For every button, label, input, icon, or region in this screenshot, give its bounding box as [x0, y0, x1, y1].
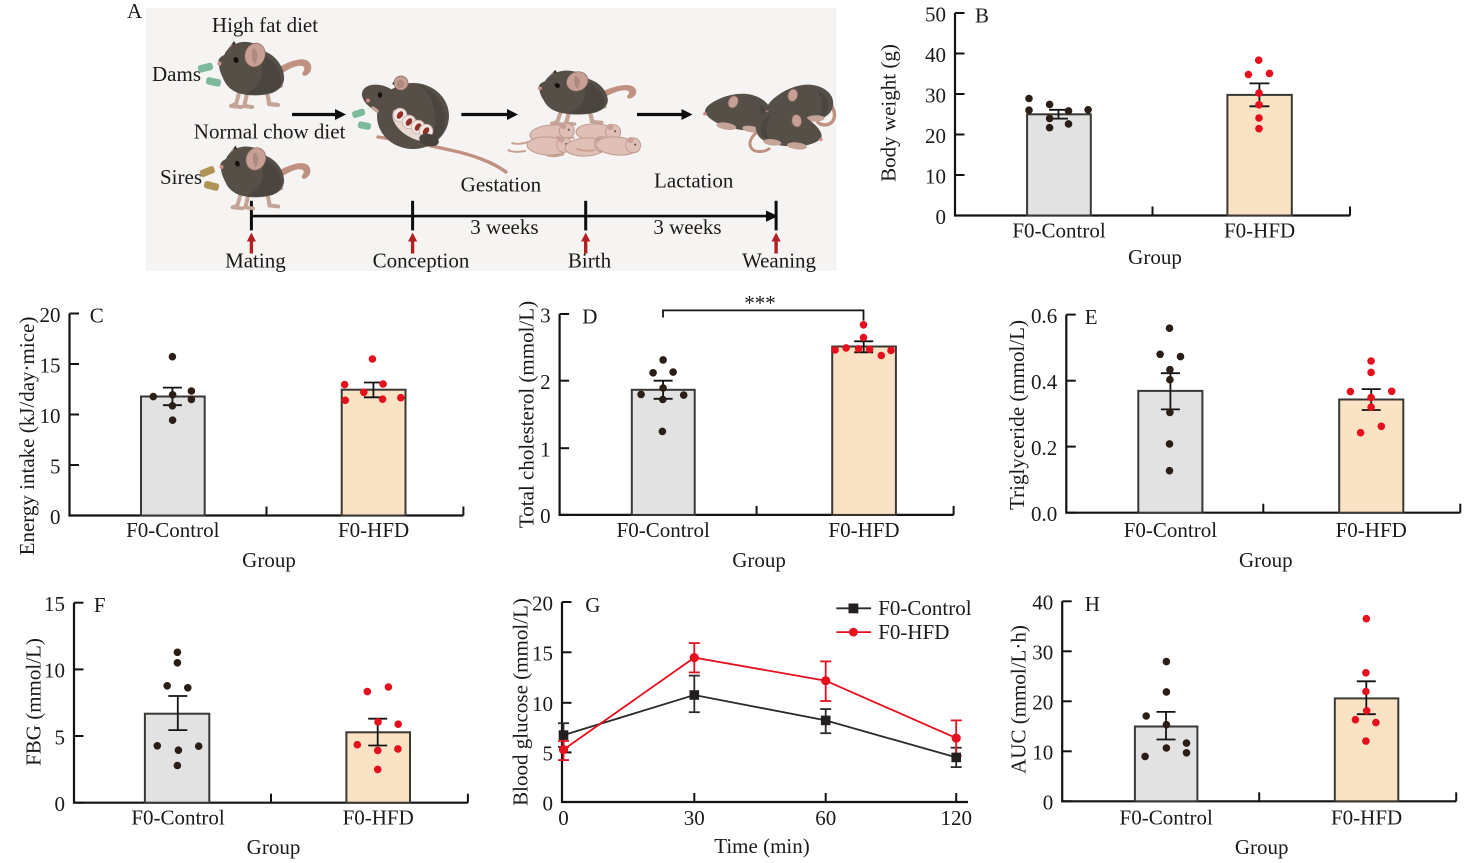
svg-text:E: E	[1085, 305, 1098, 329]
svg-text:A: A	[127, 0, 143, 23]
svg-text:10: 10	[925, 164, 946, 188]
svg-text:1: 1	[540, 438, 551, 462]
svg-text:0: 0	[558, 806, 569, 830]
svg-text:F0-HFD: F0-HFD	[343, 805, 414, 829]
svg-text:120: 120	[940, 806, 972, 830]
svg-text:0.6: 0.6	[1031, 304, 1057, 328]
svg-text:5: 5	[543, 742, 554, 766]
svg-text:20: 20	[40, 303, 61, 327]
svg-text:Gestation: Gestation	[461, 173, 542, 197]
svg-text:Weaning: Weaning	[742, 249, 817, 273]
svg-text:0: 0	[543, 791, 554, 815]
svg-text:Group: Group	[247, 835, 301, 859]
svg-text:20: 20	[532, 591, 553, 615]
svg-text:Blood glucose (mmol/L): Blood glucose (mmol/L)	[508, 598, 532, 806]
svg-text:30: 30	[684, 806, 705, 830]
svg-text:15: 15	[44, 592, 65, 616]
svg-text:3: 3	[540, 303, 551, 327]
svg-text:0: 0	[936, 205, 947, 229]
svg-text:0.2: 0.2	[1031, 436, 1057, 460]
svg-text:10: 10	[40, 404, 61, 428]
svg-text:Body weight (g): Body weight (g)	[876, 44, 900, 182]
svg-text:50: 50	[925, 2, 946, 26]
svg-text:F0-HFD: F0-HFD	[828, 518, 899, 542]
svg-text:40: 40	[925, 43, 946, 67]
svg-text:30: 30	[925, 83, 946, 107]
svg-text:High fat diet: High fat diet	[212, 13, 318, 37]
svg-text:30: 30	[1032, 641, 1053, 665]
svg-text:0: 0	[540, 504, 551, 528]
svg-text:Normal chow diet: Normal chow diet	[194, 120, 346, 144]
svg-text:0: 0	[50, 505, 61, 529]
svg-text:C: C	[90, 304, 104, 328]
svg-text:Group: Group	[1239, 548, 1293, 572]
svg-text:F0-HFD: F0-HFD	[1224, 219, 1295, 243]
svg-text:F0-HFD: F0-HFD	[1331, 805, 1402, 829]
svg-text:Time (min): Time (min)	[714, 834, 809, 858]
svg-text:***: ***	[744, 291, 776, 315]
svg-text:40: 40	[1032, 591, 1053, 615]
svg-text:15: 15	[532, 642, 553, 666]
svg-text:0: 0	[55, 792, 66, 816]
svg-text:Triglyceride (mmol/L): Triglyceride (mmol/L)	[1005, 320, 1029, 510]
svg-text:F0-Control: F0-Control	[1012, 219, 1106, 243]
svg-text:60: 60	[815, 806, 836, 830]
svg-text:3 weeks: 3 weeks	[470, 215, 538, 239]
svg-text:B: B	[975, 3, 989, 27]
svg-text:Lactation: Lactation	[654, 169, 734, 193]
svg-text:5: 5	[55, 725, 66, 749]
svg-text:Birth: Birth	[568, 249, 612, 273]
svg-text:F0-HFD: F0-HFD	[1336, 518, 1407, 542]
svg-text:3 weeks: 3 weeks	[653, 215, 721, 239]
svg-text:2: 2	[540, 370, 551, 394]
svg-text:Sires: Sires	[160, 165, 202, 189]
svg-text:F: F	[94, 593, 106, 617]
svg-text:10: 10	[532, 692, 553, 716]
svg-text:F0-Control: F0-Control	[878, 596, 972, 620]
svg-text:Group: Group	[1235, 835, 1289, 859]
svg-text:15: 15	[40, 353, 61, 377]
svg-text:Dams: Dams	[152, 62, 201, 86]
svg-text:20: 20	[925, 124, 946, 148]
svg-text:H: H	[1085, 592, 1100, 616]
svg-text:Group: Group	[1128, 245, 1182, 269]
svg-text:Conception: Conception	[373, 249, 470, 273]
svg-text:Mating: Mating	[225, 249, 286, 273]
svg-text:D: D	[582, 305, 597, 329]
svg-text:AUC (mmol/L·h): AUC (mmol/L·h)	[1006, 625, 1030, 774]
svg-text:G: G	[585, 593, 600, 617]
svg-text:Energy intake (kJ/day·mice): Energy intake (kJ/day·mice)	[15, 317, 39, 556]
svg-text:F0-HFD: F0-HFD	[878, 620, 949, 644]
svg-text:5: 5	[50, 454, 61, 478]
svg-text:Total cholesterol (mmol/L): Total cholesterol (mmol/L)	[514, 301, 538, 528]
svg-text:F0-Control: F0-Control	[1120, 805, 1214, 829]
svg-text:Group: Group	[242, 548, 296, 572]
svg-text:F0-Control: F0-Control	[131, 805, 225, 829]
svg-text:0.0: 0.0	[1031, 502, 1057, 526]
svg-text:F0-Control: F0-Control	[1124, 518, 1218, 542]
svg-text:0.4: 0.4	[1031, 370, 1058, 394]
svg-text:Group: Group	[732, 548, 786, 572]
svg-text:F0-HFD: F0-HFD	[338, 518, 409, 542]
svg-text:10: 10	[44, 659, 65, 683]
svg-text:10: 10	[1032, 741, 1053, 765]
svg-text:0: 0	[1043, 791, 1054, 815]
svg-text:20: 20	[1032, 691, 1053, 715]
svg-text:F0-Control: F0-Control	[126, 518, 220, 542]
svg-text:F0-Control: F0-Control	[617, 518, 711, 542]
svg-text:FBG (mmol/L): FBG (mmol/L)	[21, 638, 45, 766]
